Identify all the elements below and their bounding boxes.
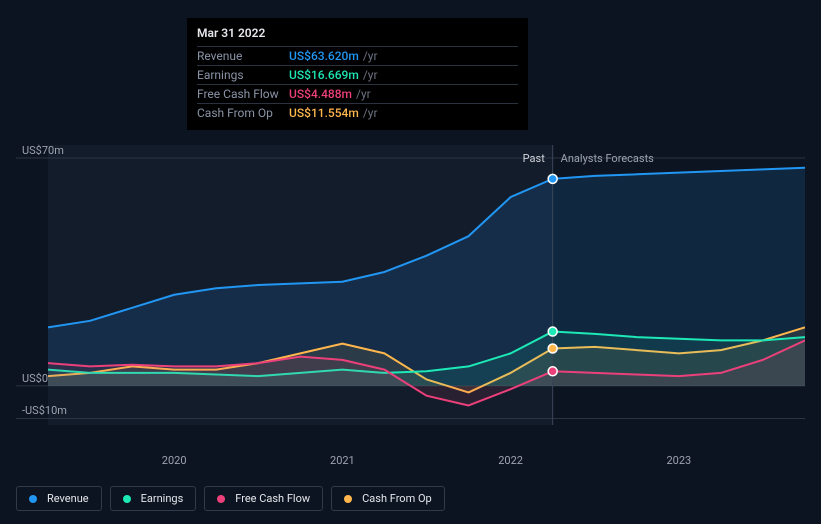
y-tick-label: US$0: [22, 372, 48, 385]
x-tick-label: 2023: [666, 454, 691, 467]
legend-item-fcf[interactable]: Free Cash Flow: [204, 486, 323, 511]
x-tick-label: 2020: [162, 454, 187, 467]
tooltip-unit: /yr: [356, 87, 371, 101]
legend-dot: [29, 495, 37, 503]
tooltip-row: Earnings US$16.669m /yr: [197, 65, 518, 84]
legend-label: Free Cash Flow: [235, 492, 310, 505]
tooltip-value: US$4.488m: [289, 87, 352, 101]
past-label: Past: [523, 152, 545, 165]
legend-item-revenue[interactable]: Revenue: [16, 486, 102, 511]
tooltip-value: US$63.620m: [289, 49, 359, 63]
y-tick-label: -US$10m: [22, 404, 67, 417]
x-tick-label: 2022: [498, 454, 523, 467]
legend-dot: [217, 495, 225, 503]
legend-label: Earnings: [141, 492, 184, 505]
forecast-label: Analysts Forecasts: [561, 152, 654, 165]
tooltip-row: Revenue US$63.620m /yr: [197, 46, 518, 65]
legend-dot: [123, 495, 131, 503]
line-chart[interactable]: [16, 120, 805, 450]
tooltip-value: US$11.554m: [289, 106, 359, 120]
tooltip-label: Cash From Op: [197, 106, 289, 120]
tooltip-label: Revenue: [197, 49, 289, 63]
tooltip-row: Free Cash Flow US$4.488m /yr: [197, 84, 518, 103]
tooltip-unit: /yr: [363, 106, 378, 120]
tooltip-label: Earnings: [197, 68, 289, 82]
legend-item-earnings[interactable]: Earnings: [110, 486, 197, 511]
tooltip-value: US$16.669m: [289, 68, 359, 82]
tooltip-row: Cash From Op US$11.554m /yr: [197, 103, 518, 122]
legend-dot: [344, 495, 352, 503]
hover-tooltip: Mar 31 2022 Revenue US$63.620m /yr Earni…: [187, 18, 528, 130]
tooltip-unit: /yr: [363, 68, 378, 82]
tooltip-label: Free Cash Flow: [197, 87, 289, 101]
legend-item-cashfromop[interactable]: Cash From Op: [331, 486, 445, 511]
x-tick-label: 2021: [330, 454, 355, 467]
legend-label: Revenue: [47, 492, 89, 505]
legend-label: Cash From Op: [362, 492, 432, 505]
y-tick-label: US$70m: [22, 144, 64, 157]
tooltip-unit: /yr: [363, 49, 378, 63]
legend: Revenue Earnings Free Cash Flow Cash Fro…: [16, 486, 445, 511]
tooltip-date: Mar 31 2022: [197, 26, 518, 46]
